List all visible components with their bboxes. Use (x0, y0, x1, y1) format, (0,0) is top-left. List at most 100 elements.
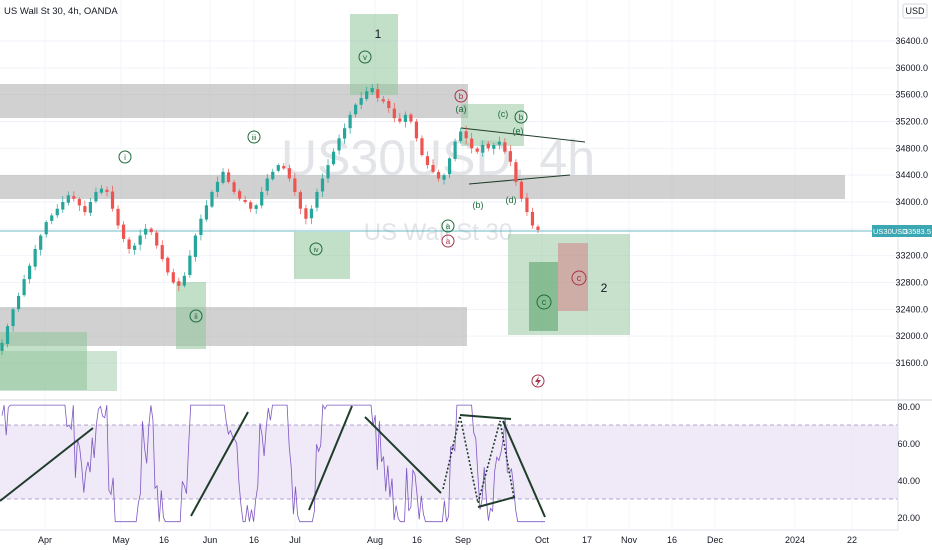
price-tick-label: 35200.0 (895, 117, 928, 127)
candle-body (28, 265, 32, 280)
candle-body (342, 128, 347, 139)
wave-c-green-label: c (542, 297, 547, 307)
lightning-icon (535, 376, 541, 387)
price-tick-label: 36000.0 (895, 63, 928, 73)
candle-body (293, 178, 297, 192)
rsi-tick-label: 40.00 (897, 476, 920, 486)
wave-v-label: v (363, 53, 367, 62)
resistance-zone-middle[interactable] (0, 175, 845, 199)
rsi-trendline-6 (477, 496, 516, 508)
candle-body (359, 98, 363, 105)
price-tag-value: 33583.5 (904, 227, 931, 236)
price-tick-label: 32800.0 (895, 278, 928, 288)
candle-body (116, 208, 120, 226)
candle-body (50, 215, 54, 221)
candle-body (232, 182, 236, 192)
rsi-tick-label: 60.00 (897, 439, 920, 449)
rsi-axis-labels[interactable]: 80.00 60.00 40.00 20.00 (897, 402, 920, 523)
candle-body (348, 114, 352, 129)
candle-body (77, 199, 81, 206)
candle-body (243, 199, 247, 202)
time-tick-label: Sep (455, 535, 471, 545)
wave-iv-box[interactable] (294, 232, 350, 279)
currency-label[interactable]: USD (905, 6, 925, 16)
candle-body (431, 164, 435, 172)
time-tick-label: Oct (535, 535, 550, 545)
time-tick-label: 16 (412, 535, 422, 545)
rsi-trendlines[interactable] (0, 405, 546, 518)
wave-c-box-green[interactable] (529, 262, 558, 331)
rsi-line[interactable] (1, 403, 545, 523)
time-tick-label: Dec (707, 535, 724, 545)
rsi-trendline-4 (364, 416, 442, 494)
candle-body (519, 181, 524, 199)
time-tick-label: Nov (621, 535, 638, 545)
price-tick-label: 35600.0 (895, 90, 928, 100)
price-tick-label: 36400.0 (895, 36, 928, 46)
candle-body (99, 188, 104, 193)
candle-body (481, 144, 485, 153)
price-tick-label: 34800.0 (895, 143, 928, 153)
candle-body (133, 245, 137, 250)
candle-body (160, 245, 164, 260)
chart-title: US Wall St 30, 4h, OANDA (4, 6, 118, 17)
candle-body (22, 279, 26, 296)
currency-box[interactable] (902, 3, 928, 19)
start-zone-box-2[interactable] (0, 351, 117, 391)
candle-body (414, 121, 419, 139)
wave-a-red-circle (441, 234, 455, 248)
candle-body (376, 89, 380, 99)
candle-body (387, 100, 391, 109)
wave-1-target-box[interactable] (350, 14, 398, 95)
candle-body (88, 202, 93, 213)
start-zone-box-1[interactable] (0, 332, 87, 390)
candle-body (497, 141, 501, 145)
candle-body (39, 235, 43, 250)
candle-body (326, 165, 330, 179)
triangle-upper-line[interactable] (460, 127, 586, 143)
wave-paren-d-label: (d) (506, 195, 517, 205)
wave-paren-c-label: (c) (498, 109, 509, 119)
candle-body (249, 202, 253, 209)
candle-body (61, 202, 65, 210)
candle-body (204, 205, 209, 220)
candle-body (94, 191, 98, 202)
time-tick-label: Jul (289, 535, 301, 545)
candle-body (447, 158, 452, 175)
candle-body (331, 151, 336, 165)
time-tick-label: 17 (582, 535, 592, 545)
candle-body (530, 211, 535, 226)
candlestick-series[interactable] (0, 83, 540, 355)
candle-body (16, 295, 21, 310)
candle-body (309, 208, 314, 219)
candle-body (0, 342, 4, 351)
wave-a-green-circle (441, 219, 455, 233)
wave-c-box-red[interactable] (558, 243, 588, 311)
price-tag (872, 225, 932, 237)
candle-body (354, 104, 358, 115)
time-tick-label: Apr (38, 535, 52, 545)
candle-body (66, 195, 70, 203)
price-tick-label: 33200.0 (895, 251, 928, 261)
wave-a-red-label: a (446, 237, 451, 246)
time-tick-label: Jun (203, 535, 218, 545)
candle-body (177, 281, 181, 286)
rsi-trendline-5 (459, 414, 512, 420)
candle-body (105, 189, 109, 192)
triangle-lower-line[interactable] (468, 174, 571, 185)
candle-body (503, 142, 507, 152)
rsi-tick-label: 20.00 (897, 513, 920, 523)
candle-body (110, 191, 115, 209)
wave-i-circle (118, 150, 132, 164)
candle-body (265, 178, 269, 191)
time-axis-labels[interactable]: Apr May 16 Jun 16 Jul Aug 16 Sep Oct 17 Nov 16 Dec 202… (38, 535, 857, 545)
wave-iii-label: iii (252, 135, 257, 142)
candle-body (260, 191, 264, 206)
candle-body (193, 235, 198, 257)
candle-body (370, 87, 374, 93)
wave-b-red-label: b (459, 92, 464, 101)
wave-b-red-circle (454, 89, 468, 103)
wave-ii-box[interactable] (176, 282, 206, 349)
